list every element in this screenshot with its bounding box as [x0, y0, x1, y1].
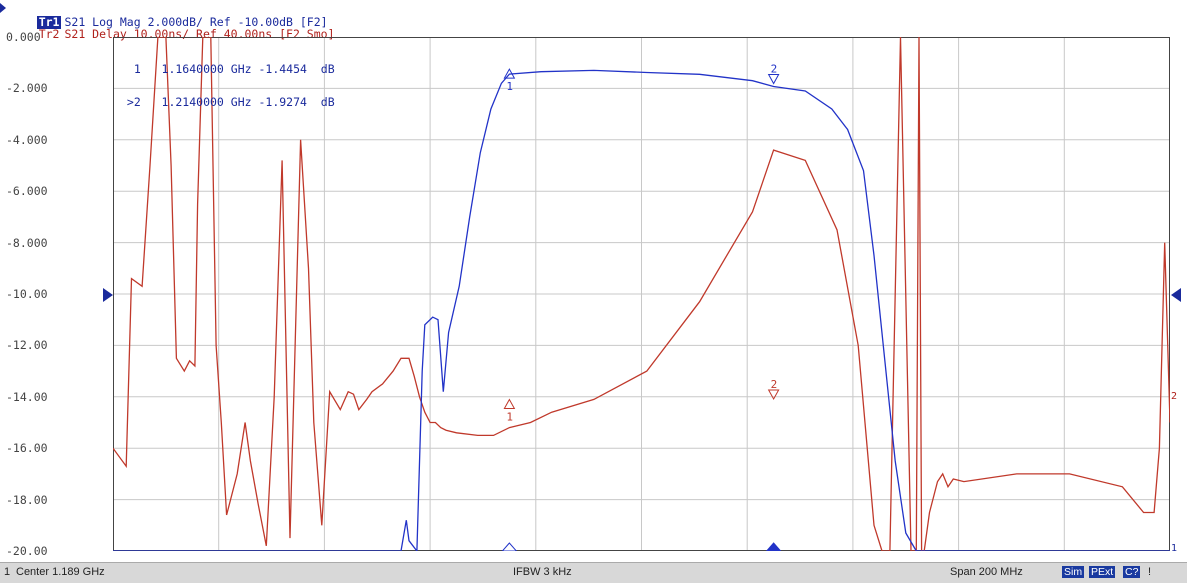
port-extension-badge[interactable]: PExt [1089, 566, 1116, 578]
status-bar: 1 Center 1.189 GHz IFBW 3 kHz Span 200 M… [0, 562, 1187, 583]
channel-number[interactable]: 1 [4, 566, 11, 578]
marker-readout: 1 1.1640000 GHz -1.4454 dB >2 1.2140000 … [120, 42, 335, 119]
trace1-header-line[interactable]: Tr1 S21 Log Mag 2.000dB/ Ref -10.00dB [F2… [9, 3, 328, 29]
marker-number-label: 2 [771, 378, 778, 391]
sim-badge[interactable]: Sim [1062, 566, 1085, 578]
center-frequency[interactable]: Center 1.189 GHz [16, 566, 105, 578]
marker-number-label: 2 [771, 63, 778, 76]
warning-indicator: ! [1148, 566, 1152, 578]
right-scale-tr2-label: 2 [1171, 391, 1178, 402]
marker-triangle-icon [503, 398, 516, 410]
trace1-tag[interactable]: Tr1 [36, 15, 62, 29]
marker1-position-icon [501, 542, 518, 551]
y-tick-label: -10.00 [6, 287, 48, 301]
calibration-badge[interactable]: C? [1123, 566, 1141, 578]
plot-svg[interactable]: 1 2 1 2 [113, 37, 1170, 551]
active-trace-arrow-icon [0, 3, 6, 13]
right-scale-tr1-label: 1 [1171, 543, 1178, 554]
marker-row-2: >2 1.2140000 GHz -1.9274 dB [120, 95, 335, 109]
y-tick-label: -20.00 [6, 544, 48, 558]
trace1-settings: S21 Log Mag 2.000dB/ Ref -10.00dB [F2] [64, 15, 328, 29]
y-tick-label: -16.00 [6, 441, 48, 456]
trace2-header-line[interactable]: Tr2 S21 Delay 10.00ns/ Ref 40.00ns [F2 Sm… [9, 15, 335, 41]
ref-level-left-arrow-icon[interactable] [103, 288, 113, 302]
span-setting[interactable]: Span 200 MHz [950, 566, 1023, 578]
trace-header: Tr1 S21 Log Mag 2.000dB/ Ref -10.00dB [F2… [0, 0, 1187, 41]
marker-triangle-icon [503, 68, 516, 79]
marker-row-1: 1 1.1640000 GHz -1.4454 dB [120, 62, 335, 76]
y-tick-label: -4.000 [6, 132, 48, 147]
y-tick-label: -2.000 [6, 81, 48, 96]
marker2-position-icon [765, 542, 782, 551]
trace1-line [113, 69, 1170, 551]
ref-level-right-arrow-icon[interactable] [1171, 288, 1181, 302]
y-tick-label: -8.000 [6, 235, 48, 250]
marker-triangle-icon [767, 389, 780, 400]
trace2-line [113, 37, 1170, 551]
plot-frame-border [113, 37, 1170, 551]
plot-area[interactable]: 1 2 1 2 [113, 37, 1170, 551]
trace2-tag[interactable]: Tr2 [38, 27, 60, 41]
marker-triangle-icon [767, 74, 780, 85]
y-tick-label: 0.000 [6, 30, 41, 44]
y-tick-label: -18.00 [6, 492, 48, 507]
marker-number-label: 1 [506, 80, 513, 93]
y-tick-label: -12.00 [6, 338, 48, 353]
y-tick-label: -14.00 [6, 389, 48, 404]
y-tick-label: -6.000 [6, 184, 48, 199]
marker-number-label: 1 [506, 411, 513, 424]
ifbw-setting[interactable]: IFBW 3 kHz [513, 566, 572, 578]
